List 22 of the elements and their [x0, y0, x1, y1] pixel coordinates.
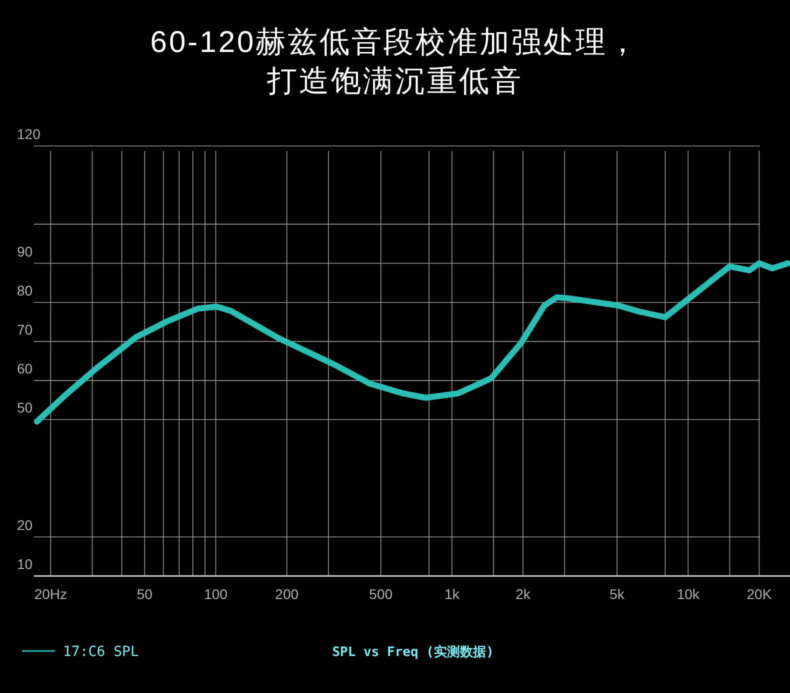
text: SPL vs Freq (实测数据) — [332, 644, 494, 660]
x-tick-label: 20Hz — [34, 586, 68, 602]
legend-label: 17:C6 SPL — [63, 644, 139, 660]
y-tick-label: 20 — [17, 516, 33, 533]
y-tick-label: 50 — [17, 400, 33, 416]
y-tick-label: 10 — [17, 556, 33, 572]
x-tick-label: 200 — [275, 586, 299, 602]
y-tick-label: 120 — [17, 126, 41, 142]
y-tick-label: 90 — [17, 243, 33, 260]
x-tick-label: 500 — [369, 586, 393, 602]
y-tick-label: 60 — [17, 360, 33, 377]
chart-subtitle: 打造饱满沉重低音 — [266, 65, 523, 98]
x-tick-label: 20K — [746, 586, 772, 602]
x-tick-label: 50 — [136, 586, 153, 602]
x-tick-label: 1k — [444, 586, 460, 602]
x-tick-label: 100 — [204, 586, 228, 602]
chart-title: 60-120赫兹低音段校准加强处理， — [150, 26, 640, 59]
y-tick-label: 70 — [17, 321, 33, 338]
x-tick-label: 10k — [676, 586, 700, 602]
x-tick-label: 5k — [610, 586, 626, 602]
x-tick-label: 2k — [516, 586, 532, 602]
y-tick-label: 80 — [17, 282, 33, 298]
